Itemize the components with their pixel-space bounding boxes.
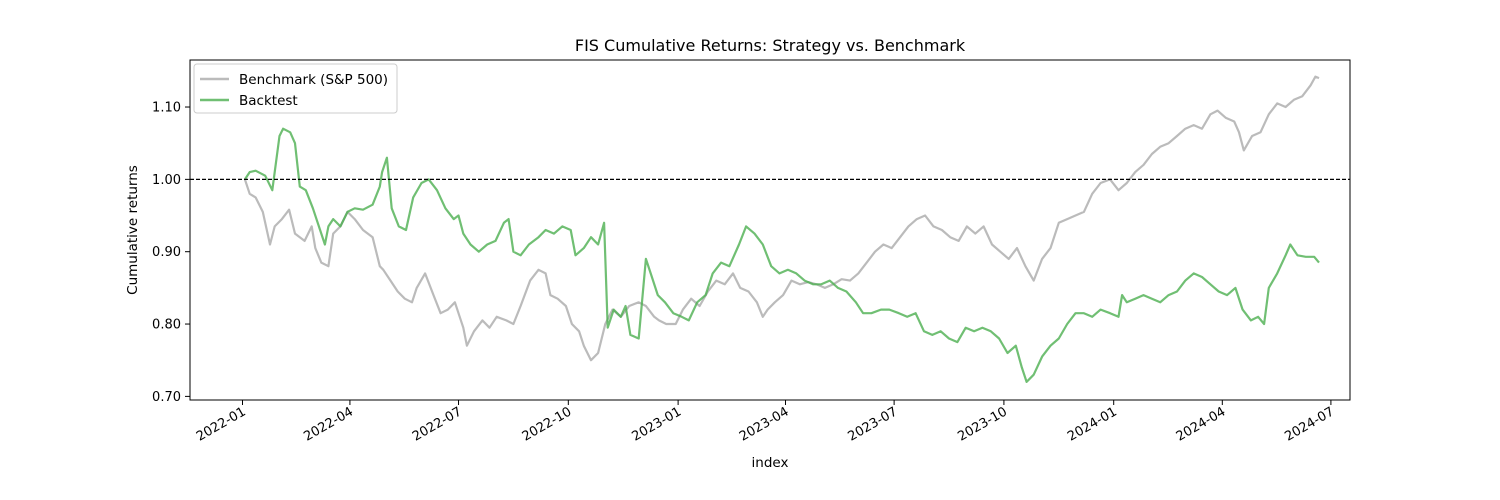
legend-box	[193, 63, 398, 114]
y-tick-label: 0.70	[152, 390, 181, 405]
x-tick-label: 2024-07	[1282, 404, 1337, 444]
x-tick-label: 2023-04	[737, 404, 792, 444]
x-axis-label: index	[752, 455, 789, 471]
x-tick-label: 2023-01	[630, 404, 685, 444]
x-tick-label: 2023-07	[846, 404, 901, 444]
x-tick-label: 2024-04	[1174, 404, 1229, 444]
x-tick-label: 2022-04	[301, 404, 356, 444]
y-tick-label: 1.10	[152, 101, 181, 116]
y-axis-label: Cumulative returns	[125, 165, 141, 295]
x-tick-label: 2022-01	[194, 404, 249, 444]
series-line-benchmark	[243, 75, 1320, 362]
legend-label: Backtest	[239, 93, 298, 109]
x-tick-label: 2022-07	[410, 404, 465, 444]
x-tick-label: 2024-01	[1065, 404, 1120, 444]
y-tick-label: 0.80	[152, 318, 181, 333]
x-tick-label: 2022-10	[520, 404, 575, 444]
legend: Benchmark (S&P 500) Backtest	[193, 63, 398, 114]
x-axis: 2022-01 2022-04 2022-07 2022-10 2023-01 2023-…	[194, 400, 1337, 445]
x-tick-label: 2023-10	[955, 404, 1010, 444]
y-axis: 0.70 0.80 0.90 1.00 1.10	[152, 101, 190, 405]
y-tick-label: 0.90	[152, 245, 181, 260]
series-line-backtest	[243, 127, 1320, 383]
plot-frame	[189, 59, 1351, 401]
plot-content	[243, 75, 1320, 383]
legend-label: Benchmark (S&P 500)	[239, 72, 388, 88]
y-tick-label: 1.00	[152, 173, 181, 188]
chart-title: FIS Cumulative Returns: Strategy vs. Ben…	[575, 36, 966, 55]
